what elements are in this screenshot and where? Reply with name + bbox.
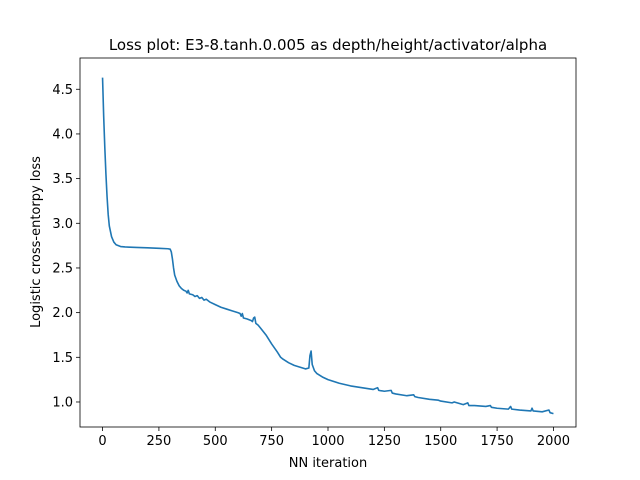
x-tick-label: 1000 xyxy=(311,434,344,449)
x-tick-label: 1500 xyxy=(424,434,457,449)
y-tick-label: 2.0 xyxy=(52,306,73,321)
y-tick-label: 4.0 xyxy=(52,127,73,142)
x-tick-label: 1250 xyxy=(368,434,401,449)
x-tick-label: 2000 xyxy=(537,434,570,449)
x-tick-label: 1750 xyxy=(481,434,514,449)
chart-title: Loss plot: E3-8.tanh.0.005 as depth/heig… xyxy=(109,36,547,54)
loss-series-line xyxy=(101,77,554,415)
y-tick-label: 3.0 xyxy=(52,217,73,232)
y-tick-label: 1.0 xyxy=(52,395,73,410)
x-axis-label: NN iteration xyxy=(289,456,368,471)
y-axis: 1.0 1.5 2.0 2.5 3.0 3.5 4.0 4.5 xyxy=(52,83,80,410)
y-axis-label: Logistic cross-entorpy loss xyxy=(29,156,44,328)
y-tick-label: 4.5 xyxy=(52,83,73,98)
plot-area: 0 250 500 750 1000 1250 1500 1750 2000 1.0 1.5 2.0… xyxy=(52,57,577,449)
x-axis: 0 250 500 750 1000 1250 1500 1750 2000 xyxy=(98,427,570,449)
x-tick-label: 0 xyxy=(98,434,106,449)
x-tick-label: 500 xyxy=(203,434,228,449)
y-tick-label: 3.5 xyxy=(52,172,73,187)
y-tick-label: 1.5 xyxy=(52,351,73,366)
x-tick-label: 750 xyxy=(259,434,284,449)
y-tick-label: 2.5 xyxy=(52,261,73,276)
x-tick-label: 250 xyxy=(146,434,171,449)
